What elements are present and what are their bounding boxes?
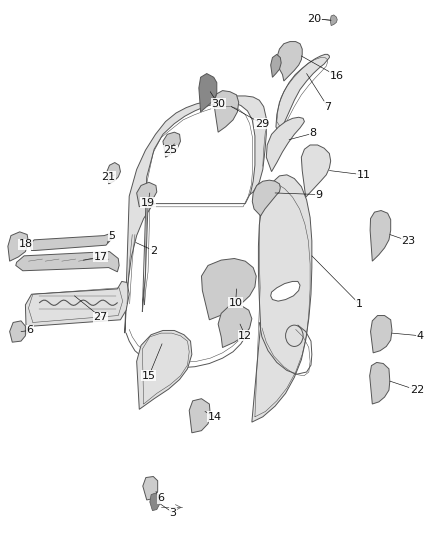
Text: 3: 3 bbox=[170, 508, 177, 518]
Text: 6: 6 bbox=[158, 494, 165, 503]
Text: 30: 30 bbox=[211, 99, 225, 109]
Polygon shape bbox=[266, 117, 304, 172]
Text: 18: 18 bbox=[18, 239, 32, 249]
Text: 1: 1 bbox=[356, 299, 363, 309]
Polygon shape bbox=[163, 132, 180, 157]
Text: 9: 9 bbox=[315, 190, 322, 199]
Text: 7: 7 bbox=[324, 102, 331, 111]
Polygon shape bbox=[370, 362, 390, 404]
Text: 2: 2 bbox=[150, 246, 157, 255]
Polygon shape bbox=[330, 15, 337, 26]
Text: 12: 12 bbox=[238, 331, 252, 341]
Polygon shape bbox=[252, 180, 280, 216]
Polygon shape bbox=[125, 96, 266, 333]
Polygon shape bbox=[271, 54, 281, 77]
Text: 25: 25 bbox=[163, 146, 177, 155]
Text: 8: 8 bbox=[310, 128, 317, 138]
Polygon shape bbox=[199, 74, 217, 112]
Text: 27: 27 bbox=[94, 312, 108, 322]
Polygon shape bbox=[25, 281, 129, 335]
Polygon shape bbox=[137, 182, 157, 207]
Text: 22: 22 bbox=[410, 385, 424, 395]
Polygon shape bbox=[107, 163, 120, 184]
Text: 20: 20 bbox=[307, 14, 321, 23]
Polygon shape bbox=[218, 305, 252, 348]
Polygon shape bbox=[214, 91, 239, 132]
Polygon shape bbox=[301, 145, 331, 197]
Text: 10: 10 bbox=[229, 298, 243, 308]
Text: 21: 21 bbox=[102, 172, 116, 182]
Polygon shape bbox=[150, 493, 160, 511]
Polygon shape bbox=[30, 233, 112, 251]
Text: 29: 29 bbox=[255, 119, 269, 128]
Polygon shape bbox=[189, 399, 210, 433]
Polygon shape bbox=[371, 316, 392, 353]
Polygon shape bbox=[16, 252, 119, 272]
Polygon shape bbox=[201, 259, 256, 320]
Text: 14: 14 bbox=[208, 412, 222, 422]
Polygon shape bbox=[276, 54, 329, 134]
Text: 15: 15 bbox=[142, 371, 156, 381]
Text: 19: 19 bbox=[141, 198, 155, 207]
Text: 6: 6 bbox=[26, 326, 33, 335]
Text: 17: 17 bbox=[94, 252, 108, 262]
Polygon shape bbox=[271, 281, 300, 301]
Text: 23: 23 bbox=[401, 236, 415, 246]
Polygon shape bbox=[143, 477, 158, 500]
Polygon shape bbox=[277, 42, 302, 81]
Polygon shape bbox=[370, 211, 391, 261]
Polygon shape bbox=[142, 102, 255, 312]
Polygon shape bbox=[8, 232, 28, 261]
Text: 11: 11 bbox=[357, 170, 371, 180]
Text: 5: 5 bbox=[108, 231, 115, 240]
Text: 16: 16 bbox=[329, 71, 343, 80]
Polygon shape bbox=[10, 321, 25, 342]
Text: 4: 4 bbox=[417, 331, 424, 341]
Polygon shape bbox=[137, 330, 192, 409]
Polygon shape bbox=[252, 175, 312, 422]
